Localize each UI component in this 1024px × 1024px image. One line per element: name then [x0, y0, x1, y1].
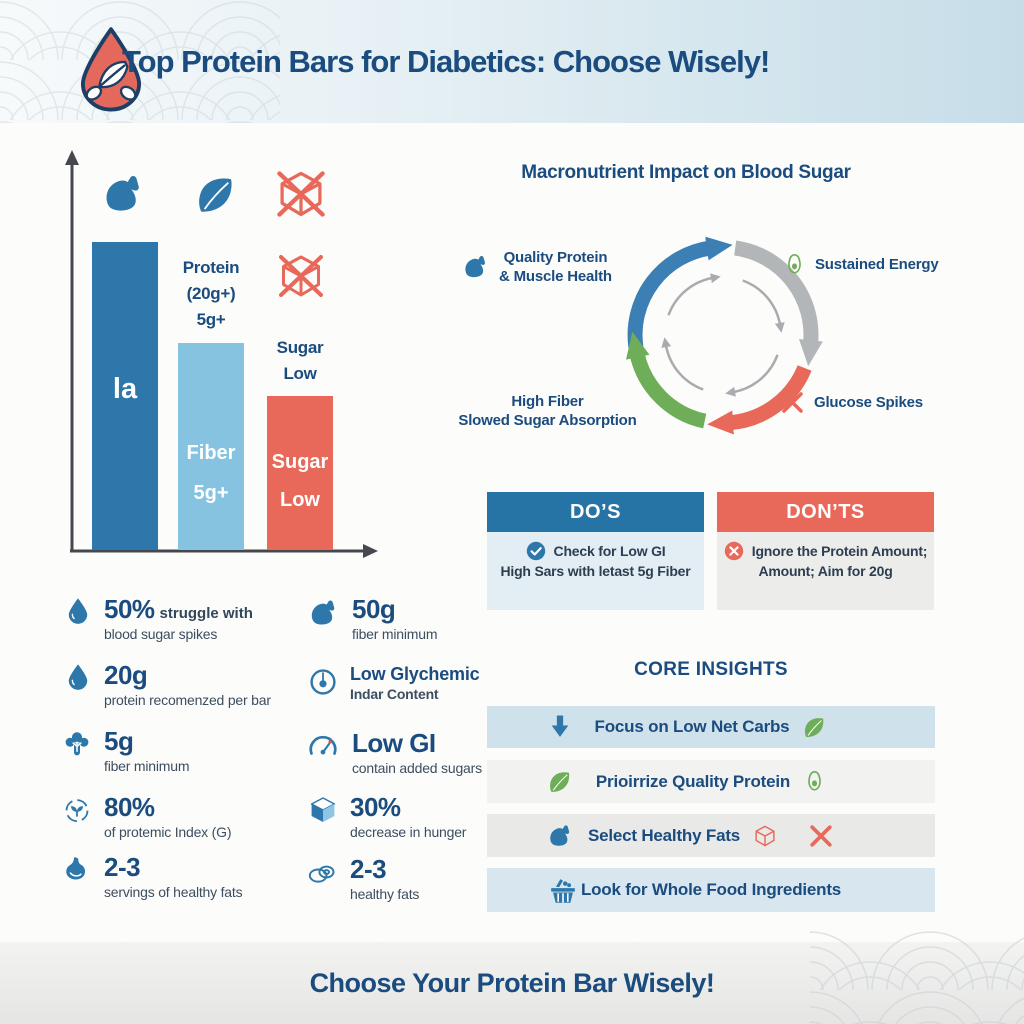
page-title: Top Protein Bars for Diabetics: Choose W…: [122, 43, 770, 79]
clock-circle-icon: [308, 667, 338, 697]
sugar-cube-outline-icon: [753, 824, 777, 848]
stat-value: Low GI: [352, 728, 436, 758]
avocado-icon: [787, 253, 802, 274]
stat-row: 50% struggle with blood sugar spikes: [64, 594, 253, 642]
insight-row: Focus on Low Net Carbs: [487, 706, 935, 748]
stat-row: 2-3 servings of healthy fats: [62, 852, 243, 900]
stat-value: 30%: [350, 792, 401, 822]
insight-text: Select Healthy Fats: [587, 825, 741, 845]
stat-row: 5g fiber minimum: [62, 726, 190, 774]
stat-desc: fiber minimum: [352, 626, 438, 642]
water-drop-icon: [64, 663, 92, 691]
water-drop-icon: [64, 597, 92, 625]
stat-row: 30% decrease in hunger: [308, 792, 466, 840]
stat-desc: of protemic Index (G): [104, 824, 232, 840]
gauge-icon: [306, 731, 340, 765]
stat-value: 5g: [104, 726, 134, 756]
stat-desc: Indar Content: [350, 686, 439, 702]
leaf-icon: [802, 715, 827, 740]
stat-value: Low Glychemic: [350, 664, 480, 684]
stat-row: Low Glychemic Indar Content: [308, 664, 480, 702]
stat-row: 50g fiber minimum: [308, 594, 438, 642]
check-circle-icon: [525, 541, 546, 561]
stat-value: 2-3: [350, 854, 387, 884]
avocado-icon: [808, 770, 822, 791]
stat-suffix: struggle with: [159, 605, 253, 622]
muscle-arm-icon: [547, 822, 574, 849]
stat-value: 80%: [104, 792, 155, 822]
nuts-icon: [306, 857, 338, 889]
insight-row: Prioirrize Quality Protein: [487, 760, 935, 803]
x-circle-icon: [723, 541, 744, 561]
broccoli-icon: [62, 729, 92, 759]
stat-desc: fiber minimum: [104, 758, 190, 774]
dos-line2: High Sars with letast 5g Fiber: [500, 563, 691, 579]
stat-value: 50%: [104, 594, 155, 624]
donts-line1: Ignore the Protein Amount;: [751, 543, 928, 559]
core-insights-title: CORE INSIGHTS: [634, 659, 788, 680]
bar-fiber-inner-label: Fiber 5g+: [186, 442, 236, 504]
donts-line2: Amount; Aim for 20g: [758, 563, 893, 579]
footer-banner: Choose Your Protein Bar Wisely!: [0, 942, 1024, 1024]
header-banner: Top Protein Bars for Diabetics: Choose W…: [0, 0, 1024, 123]
target-plant-icon: [62, 795, 92, 825]
stomach-icon: [62, 855, 92, 885]
cycle-diagram-title: Macronutrient Impact on Blood Sugar: [521, 162, 851, 183]
stat-desc: decrease in hunger: [350, 824, 467, 840]
stat-value: 20g: [104, 660, 148, 690]
leaf-icon: [194, 173, 238, 217]
stat-desc: healthy fats: [350, 886, 420, 902]
macronutrient-cycle-diagram: [625, 236, 823, 435]
down-arrow-icon: [547, 714, 573, 740]
no-sugar-cube-icon: [274, 167, 328, 221]
dos-box: DO’S Check for Low GI High Sars with let…: [487, 492, 704, 610]
leaf-icon: [547, 769, 573, 795]
stat-value: 50g: [352, 594, 396, 624]
bar-label-sugar: Sugar Low: [276, 338, 324, 383]
dos-header: DO’S: [487, 492, 704, 532]
stat-row: 20g protein recomenzed per bar: [64, 660, 271, 708]
x-mark-icon: [780, 390, 805, 415]
insight-row: Look for Whole Food Ingredients: [487, 868, 935, 912]
footer-title: Choose Your Protein Bar Wisely!: [309, 967, 715, 998]
no-sugar-cube-icon: [276, 251, 326, 301]
bar-sugar: [267, 396, 333, 550]
basket-icon: [547, 874, 579, 906]
cycle-label-glucose: Glucose Spikes: [780, 390, 923, 415]
cycle-label-protein: Quality Protein & Muscle Health: [462, 248, 612, 286]
stat-desc: servings of healthy fats: [104, 884, 243, 900]
donts-header: DON’TS: [717, 492, 934, 532]
insight-text: Prioirrize Quality Protein: [595, 771, 791, 791]
stat-desc: protein recomenzed per bar: [104, 692, 271, 708]
insight-text: Focus on Low Net Carbs: [594, 717, 790, 736]
stat-row: Low GI contain added sugars: [306, 728, 482, 776]
protein-bar-chart: Protein (20g+) 5g+ Sugar Low la Fiber 5g+…: [55, 145, 390, 570]
dos-line1: Check for Low GI: [553, 543, 666, 559]
cube-3d-icon: [308, 795, 338, 825]
muscle-arm-icon: [308, 597, 340, 629]
stat-desc: contain added sugars: [352, 760, 482, 776]
bar-label-protein: Protein (20g+) 5g+: [182, 258, 240, 329]
x-mark-icon: [808, 823, 834, 849]
stat-value: 2-3: [104, 852, 141, 882]
cycle-label-fiber: High Fiber Slowed Sugar Absorption: [458, 393, 637, 429]
bar-fiber: [178, 343, 244, 550]
muscle-arm-icon: [101, 171, 147, 217]
bar-sugar-inner-label: Sugar Low: [271, 451, 329, 511]
chart-axes: [65, 150, 378, 558]
stat-row: 2-3 healthy fats: [306, 854, 419, 902]
stat-row: 80% of protemic Index (G): [62, 792, 231, 840]
muscle-arm-icon: [462, 253, 490, 281]
cycle-label-energy: Sustained Energy: [783, 250, 939, 279]
insight-text: Look for Whole Food Ingredients: [580, 880, 842, 899]
insight-row: Select Healthy Fats: [487, 814, 935, 857]
bar-protein-inner-label: la: [112, 373, 138, 405]
stat-desc: blood sugar spikes: [104, 626, 218, 642]
donts-box: DON’TS Ignore the Protein Amount; Amount…: [717, 492, 934, 610]
bar-protein: [92, 242, 158, 550]
